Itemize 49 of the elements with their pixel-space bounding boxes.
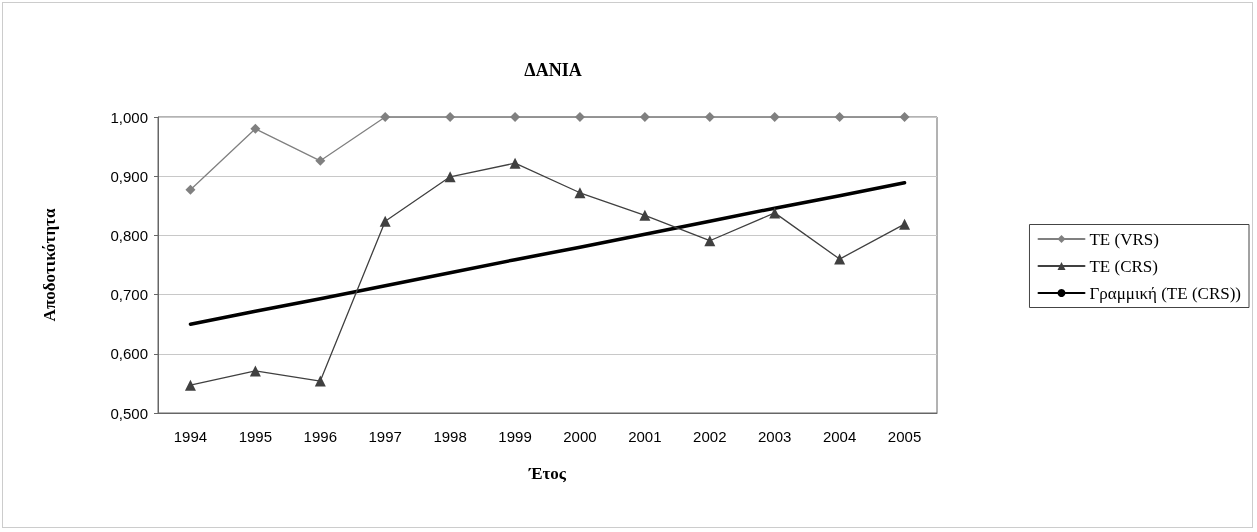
legend-label: TE (VRS) [1089,229,1159,249]
chart-title: ΔΑΝΙΑ [524,60,582,80]
point [769,112,780,122]
point [899,112,910,122]
point [510,112,521,122]
x-tick-label: 1998 [433,428,467,445]
y-tick-label: 0,700 [110,286,148,304]
x-tick-label: 2004 [822,428,857,445]
x-tick-label: 1994 [173,428,208,445]
point [834,253,846,265]
line-series [188,180,907,326]
point [574,187,586,199]
x-tick-label: 2000 [563,428,597,445]
x-tick-label: 2005 [887,428,922,445]
point [769,207,781,219]
x-axis-title: Έτος [527,464,567,483]
x-tick-label: 1999 [498,428,532,445]
point [185,184,196,195]
x-tick-label: 1995 [238,428,273,445]
y-tick-label: 0,600 [110,345,148,363]
point [445,112,456,122]
point [639,112,650,122]
point [574,112,585,122]
point [704,112,715,122]
point [899,218,911,230]
point [184,379,196,391]
point [834,112,845,122]
y-axis-title: Αποδοτικότητα [40,208,59,322]
x-tick-label: 1996 [303,428,337,445]
point [250,123,261,134]
point [704,235,716,247]
point [639,209,651,221]
point [444,171,456,183]
y-tick-label: 0,500 [110,404,148,422]
y-tick-label: 0,800 [110,226,148,244]
y-tick-label: 1,000 [110,108,148,126]
legend-label: TE (CRS) [1089,256,1158,276]
x-tick-label: 1997 [368,428,402,445]
point [314,375,326,387]
point [249,365,261,377]
y-tick-label: 0,900 [110,167,148,185]
x-tick-label: 2002 [693,428,727,445]
legend-label: Γραμμική (TE (CRS)) [1089,283,1242,303]
point [380,112,391,122]
x-tick-label: 2001 [628,428,662,445]
point [509,157,521,169]
x-tick-label: 2003 [758,428,792,445]
point [315,155,326,166]
point [379,215,391,227]
